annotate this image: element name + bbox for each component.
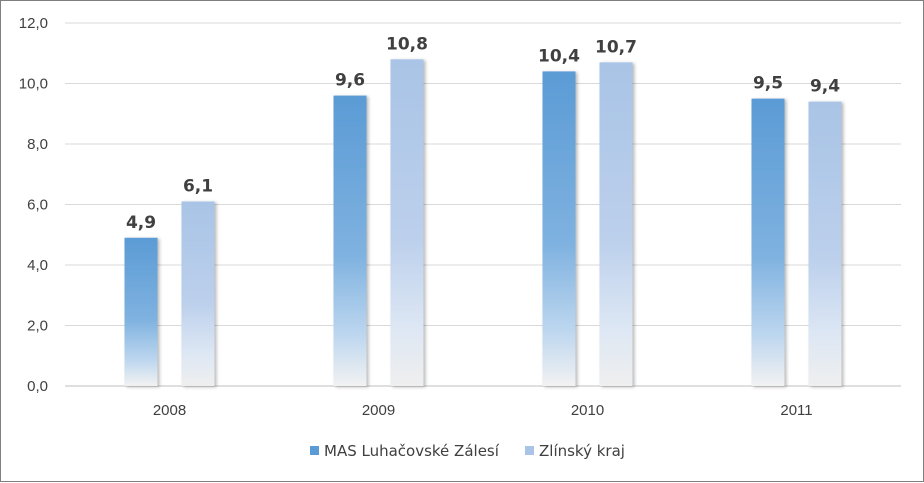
legend-label: MAS Luhačovské Zálesí	[324, 442, 500, 460]
legend-swatch	[525, 446, 534, 455]
x-tick-label: 2009	[362, 402, 395, 419]
y-tick-label: 8,0	[27, 136, 48, 153]
y-tick-label: 10,0	[19, 76, 48, 93]
bar-series2-2011	[808, 101, 842, 387]
data-label: 9,6	[335, 71, 365, 91]
bar-series1-2008	[124, 237, 158, 386]
legend-label: Zlínský kraj	[539, 442, 625, 460]
data-label: 10,8	[386, 34, 428, 54]
bar-series1-2011	[751, 98, 785, 386]
data-label: 10,7	[595, 37, 637, 57]
legend-item: MAS Luhačovské Zálesí	[310, 442, 500, 460]
legend: MAS Luhačovské Zálesí Zlínský kraj	[310, 442, 625, 460]
data-label: 6,1	[183, 176, 213, 196]
legend-item: Zlínský kraj	[525, 442, 625, 460]
bar-series1-2009	[333, 95, 367, 386]
bars	[124, 59, 842, 387]
data-label: 9,4	[810, 77, 840, 97]
x-axis-tick-labels: 2008 2009 2010 2011	[153, 402, 813, 419]
y-tick-label: 0,0	[27, 378, 48, 395]
y-axis-tick-labels: 0,0 2,0 4,0 6,0 8,0 10,0 12,0	[19, 15, 48, 395]
x-tick-label: 2010	[571, 402, 604, 419]
x-tick-label: 2011	[780, 402, 812, 419]
bar-series2-2009	[390, 59, 424, 387]
y-tick-label: 4,0	[27, 257, 48, 274]
data-label: 10,4	[538, 46, 580, 66]
y-tick-label: 2,0	[27, 318, 48, 335]
bar-series1-2010	[542, 71, 576, 387]
bar-series2-2008	[181, 201, 215, 386]
x-tick-label: 2008	[153, 402, 186, 419]
data-labels: 4,9 6,1 9,6 10,8 10,4 10,7 9,5 9,4	[126, 34, 840, 232]
bar-series2-2010	[599, 62, 633, 386]
y-tick-label: 6,0	[27, 197, 48, 214]
y-tick-label: 12,0	[19, 15, 48, 32]
data-label: 4,9	[126, 213, 156, 233]
data-label: 9,5	[753, 74, 783, 94]
legend-swatch	[310, 446, 319, 455]
